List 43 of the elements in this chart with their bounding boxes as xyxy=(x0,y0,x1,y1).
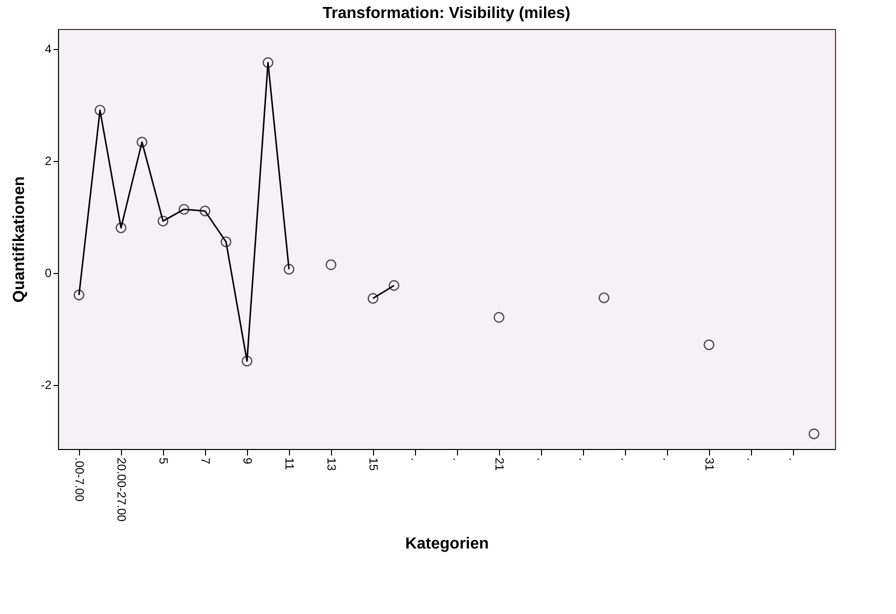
x-tick-label: . xyxy=(786,458,800,461)
point xyxy=(94,104,106,116)
point xyxy=(326,259,336,270)
point xyxy=(74,290,84,300)
y-tick-label: 2 xyxy=(44,154,52,168)
x-tick-label: 15 xyxy=(366,458,380,472)
point xyxy=(598,292,610,304)
point xyxy=(242,356,252,366)
point xyxy=(220,236,232,248)
point xyxy=(116,222,126,234)
x-tick-label: . xyxy=(744,458,758,461)
x-tick-label: 11 xyxy=(282,458,296,470)
x-tick-label: 5 xyxy=(156,458,170,464)
point xyxy=(158,216,168,226)
point xyxy=(368,293,378,304)
y-tick-label: 0 xyxy=(44,266,52,280)
x-tick-label: 13 xyxy=(324,458,338,472)
chart-title: Transformation: Visibility (miles) xyxy=(322,5,570,22)
x-tick-label: 31 xyxy=(702,458,716,472)
y-tick-label: 4 xyxy=(44,42,52,56)
point xyxy=(704,340,714,350)
point xyxy=(284,264,294,275)
x-tick-label: .00-7.00 xyxy=(72,458,86,502)
point xyxy=(388,280,400,291)
y-axis-title: Quantifikationen xyxy=(10,176,28,303)
y-tick-label: -2 xyxy=(40,378,52,392)
x-tick-label: 9 xyxy=(240,458,254,464)
point xyxy=(808,428,820,440)
point xyxy=(262,57,274,68)
x-tick-label: . xyxy=(408,458,422,461)
x-tick-label: . xyxy=(450,458,464,461)
x-tick-label: 20.00-27.00 xyxy=(114,458,128,522)
x-tick-label: 7 xyxy=(198,458,212,464)
x-tick-label: . xyxy=(660,458,674,461)
x-tick-label: . xyxy=(576,458,590,461)
point xyxy=(494,312,504,323)
x-tick-label: . xyxy=(534,458,548,461)
x-tick-label: . xyxy=(618,458,632,461)
x-tick-label: 21 xyxy=(492,458,506,472)
x-axis-title: Kategorien xyxy=(405,536,489,553)
point xyxy=(136,136,148,148)
point xyxy=(200,206,210,216)
point xyxy=(178,204,190,215)
